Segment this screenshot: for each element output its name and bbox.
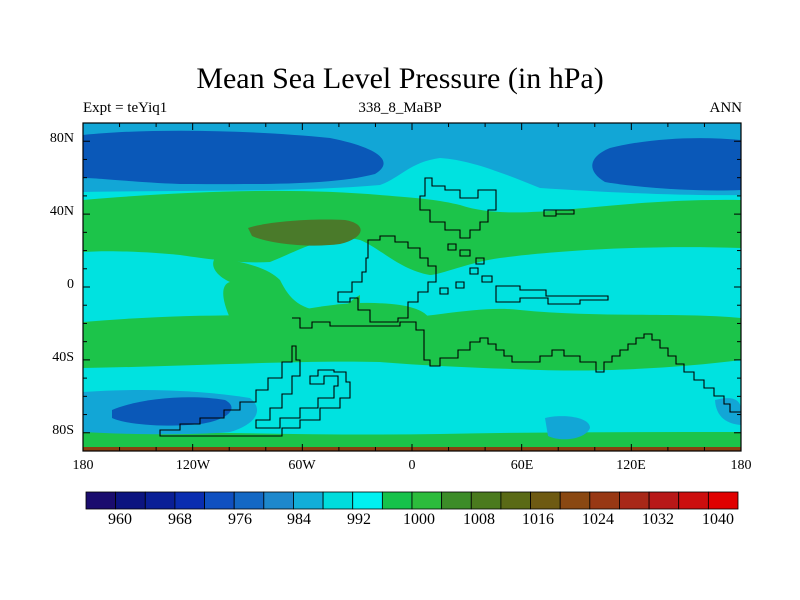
region-1012-south-band: [83, 308, 741, 371]
colorbar-swatch: [233, 491, 265, 510]
colorbar-swatch: [678, 491, 709, 510]
colorbar-swatch: [619, 491, 650, 510]
region-988-asian-low: [592, 138, 741, 191]
x-label-180w: 180: [72, 458, 94, 473]
colorbar-label-960: 960: [108, 511, 132, 528]
colorbar-swatch: [144, 491, 176, 510]
coastline-antarctic: [159, 345, 351, 437]
coastline-north-america: [337, 235, 437, 323]
region-1012-south-america: [300, 302, 430, 330]
axis-ticks: [82, 122, 742, 452]
colorbar-swatch: [381, 491, 413, 510]
colorbar-swatch: [204, 491, 235, 510]
y-label-40n: 40N: [49, 204, 74, 219]
coastline-gondwana: [292, 317, 741, 413]
region-996-south-pacific: [545, 416, 590, 440]
colorbar-swatch: [648, 491, 680, 510]
colorbar-label-1032: 1032: [642, 511, 674, 528]
colorbar-swatch: [441, 491, 472, 510]
region-988-pacific-low: [83, 130, 384, 185]
pressure-field: [83, 123, 741, 451]
colorbar-swatch: [85, 491, 117, 510]
colorbar-label-976: 976: [228, 511, 252, 528]
colorbar-swatch: [411, 491, 443, 510]
colorbar-label-968: 968: [168, 511, 192, 528]
colorbar-swatch: [322, 491, 354, 510]
x-label-60e: 60E: [510, 458, 534, 473]
colorbar-swatch: [293, 491, 324, 510]
colorbar-swatch: [559, 491, 591, 510]
colorbar-swatch: [263, 491, 294, 510]
colorbar-label-1024: 1024: [582, 511, 614, 528]
experiment-label: Expt = teYiq1: [83, 100, 168, 116]
colorbar-swatch: [115, 491, 146, 510]
x-label-60w: 60W: [288, 458, 316, 473]
colorbar-swatch: [470, 491, 502, 510]
y-label-40s: 40S: [52, 350, 74, 365]
colorbar-label-1016: 1016: [522, 511, 554, 528]
x-label-120e: 120E: [616, 458, 646, 473]
x-label-180e: 180: [730, 458, 752, 473]
colorbar-label-1008: 1008: [463, 511, 495, 528]
plot-title: Mean Sea Level Pressure (in hPa): [196, 62, 604, 95]
colorbar-swatch: [352, 491, 383, 510]
colorbar-label-984: 984: [287, 511, 311, 528]
coastline-islands-c: [439, 243, 493, 295]
region-1020-atlantic-high: [248, 219, 361, 246]
coastline-laurasia: [419, 177, 497, 239]
coastlines: [159, 177, 741, 437]
colorbar-swatch: [500, 491, 531, 510]
colorbar-swatch: [530, 491, 561, 510]
colorbar-swatch: [174, 491, 205, 510]
x-label-120w: 120W: [175, 458, 211, 473]
colorbar-swatch: [589, 491, 620, 510]
region-996-south-east: [715, 398, 741, 425]
y-label-80n: 80N: [49, 131, 74, 146]
region-1012-north-band: [83, 190, 741, 275]
colorbar-label-1040: 1040: [702, 511, 734, 528]
coastline-islands-b: [495, 285, 609, 305]
colorbar-swatch: [707, 491, 739, 510]
colorbar: [85, 491, 739, 510]
y-label-0: 0: [67, 277, 74, 292]
season-label: ANN: [709, 100, 743, 116]
y-label-80s: 80S: [52, 423, 74, 438]
coastline-islands-a: [543, 209, 575, 217]
colorbar-label-1000: 1000: [403, 511, 435, 528]
time-period-label: 338_8_MaBP: [358, 100, 442, 116]
colorbar-label-992: 992: [347, 511, 371, 528]
x-label-0: 0: [408, 458, 416, 473]
